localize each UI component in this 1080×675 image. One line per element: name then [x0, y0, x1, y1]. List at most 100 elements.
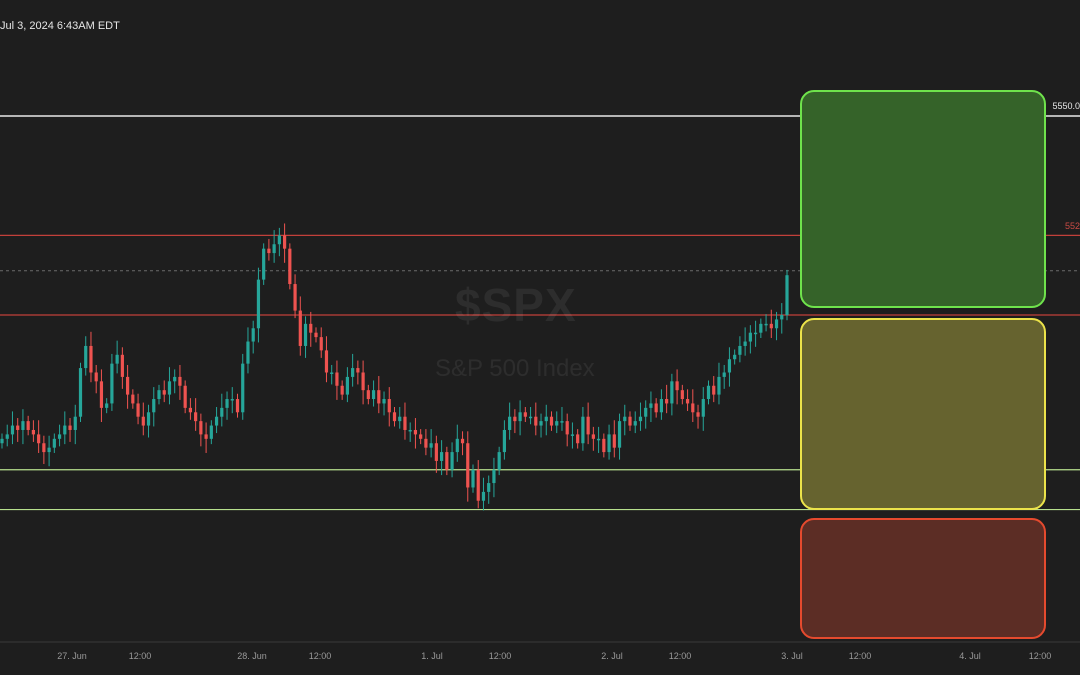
candle	[214, 406, 219, 434]
candle	[110, 353, 114, 411]
x-tick-label: 12:00	[848, 651, 872, 661]
candle	[513, 409, 517, 434]
candle	[440, 440, 444, 476]
candle	[743, 327, 747, 356]
x-tick-label: 27. Jun	[57, 651, 87, 661]
candle	[162, 380, 166, 403]
candle	[649, 391, 653, 423]
green-target-zone	[800, 90, 1046, 308]
candle	[476, 460, 480, 509]
candle	[309, 311, 313, 347]
candle	[204, 422, 208, 453]
candle	[251, 320, 255, 354]
candle	[146, 404, 151, 438]
candle	[126, 364, 130, 409]
candle	[26, 415, 30, 436]
candle	[544, 404, 548, 436]
candle	[57, 424, 62, 447]
candle	[230, 387, 234, 414]
candle	[398, 406, 402, 429]
candle	[691, 389, 695, 423]
x-tick-label: 12:00	[1028, 651, 1052, 661]
x-tick-label: 28. Jun	[237, 651, 267, 661]
candle	[382, 391, 386, 416]
candle	[754, 320, 758, 347]
candle	[586, 402, 590, 445]
red-risk-zone	[800, 518, 1046, 639]
candle	[576, 429, 580, 449]
candle	[10, 411, 15, 445]
candle	[371, 380, 376, 407]
candle	[445, 446, 449, 476]
candle	[455, 424, 459, 462]
candle	[685, 389, 690, 411]
candle	[256, 267, 261, 343]
candle	[680, 384, 684, 405]
candle	[225, 391, 229, 420]
candle	[628, 411, 632, 431]
candle	[701, 387, 705, 431]
candle	[361, 360, 365, 405]
candle	[612, 420, 616, 458]
candle	[335, 360, 339, 400]
candle	[262, 243, 266, 285]
candle	[769, 309, 773, 338]
candle	[84, 336, 88, 376]
candle	[581, 406, 585, 451]
candle	[31, 420, 35, 442]
candle	[654, 398, 658, 418]
candle	[408, 422, 412, 442]
candle	[617, 413, 622, 460]
candle	[345, 367, 349, 403]
x-tick-label: 2. Jul	[601, 651, 623, 661]
candle	[340, 380, 344, 400]
candle	[638, 402, 643, 431]
price-label-red: 552	[1064, 221, 1080, 231]
candle	[785, 269, 789, 321]
candle	[549, 411, 554, 431]
candle	[277, 227, 281, 257]
candle	[303, 316, 308, 358]
candle	[324, 336, 329, 383]
candle	[52, 433, 56, 453]
candle	[727, 347, 732, 387]
candle	[555, 411, 559, 434]
x-tick-label: 12:00	[308, 651, 332, 661]
candle	[188, 398, 192, 420]
candle	[733, 349, 737, 365]
candles	[0, 223, 789, 511]
x-tick-label: 1. Jul	[421, 651, 443, 661]
candle	[450, 442, 454, 478]
candle	[560, 406, 564, 431]
candle	[99, 369, 104, 423]
candle	[199, 413, 203, 447]
candle	[68, 418, 72, 442]
candle	[241, 353, 245, 420]
candle	[518, 400, 522, 436]
candle	[351, 353, 355, 387]
candle	[319, 327, 323, 358]
watermark-ticker: $SPX	[455, 279, 577, 331]
candle	[508, 402, 512, 440]
candle	[235, 393, 240, 418]
x-tick-label: 12:00	[128, 651, 152, 661]
candle	[356, 360, 360, 385]
candle	[424, 429, 428, 456]
candle	[377, 376, 381, 414]
candle	[487, 475, 491, 504]
candle	[220, 393, 224, 427]
candle	[183, 380, 187, 414]
candle	[246, 327, 250, 374]
candle	[659, 389, 663, 420]
candle	[115, 340, 119, 374]
candle	[89, 331, 93, 383]
candle	[665, 384, 669, 414]
candle	[167, 367, 172, 405]
candle	[466, 431, 470, 502]
candle	[523, 406, 527, 423]
candle	[670, 373, 674, 416]
candle	[764, 314, 768, 332]
candle	[644, 400, 648, 429]
candle	[706, 380, 711, 405]
candle	[403, 402, 407, 440]
